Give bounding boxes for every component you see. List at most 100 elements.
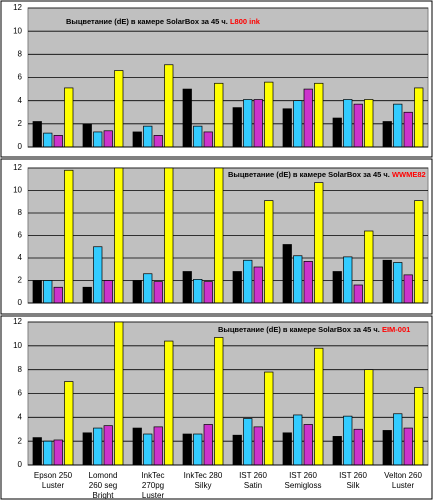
bar <box>353 428 363 466</box>
bar <box>264 200 274 304</box>
bar <box>403 427 413 466</box>
bar <box>232 107 242 148</box>
bar <box>282 108 292 148</box>
bar <box>153 426 163 466</box>
bar <box>103 280 113 304</box>
bar <box>232 434 242 466</box>
bar <box>182 88 192 148</box>
title-suffix: L800 ink <box>230 17 261 26</box>
y-tick-label: 10 <box>13 186 22 195</box>
bar <box>153 281 163 304</box>
y-tick-label: 2 <box>18 276 23 285</box>
bar <box>214 337 224 466</box>
bar <box>114 321 124 466</box>
bar <box>214 82 224 148</box>
bar <box>343 99 353 148</box>
y-tick-label: 12 <box>13 317 22 326</box>
bar <box>182 433 192 466</box>
bar <box>314 347 324 466</box>
bar <box>264 371 274 466</box>
bar <box>114 70 124 148</box>
bar <box>282 244 292 304</box>
bar <box>253 99 263 148</box>
y-tick-label: 6 <box>18 389 23 398</box>
y-tick-label: 6 <box>18 231 23 240</box>
x-tick-label: Velton 260 Luster <box>384 471 422 490</box>
bar <box>143 273 153 304</box>
bar <box>43 280 53 304</box>
bar <box>193 125 203 148</box>
bar <box>164 167 174 304</box>
y-tick-label: 0 <box>18 142 23 151</box>
bar <box>103 130 113 148</box>
bar <box>64 87 74 148</box>
bar <box>332 271 342 304</box>
title-text: Выцветание (dE) в камере SolarBox за 45 … <box>228 170 390 179</box>
x-tick-label: IST 260 Satin <box>239 471 267 490</box>
bar <box>332 117 342 148</box>
bar <box>314 182 324 304</box>
bar <box>414 200 424 304</box>
bar <box>403 274 413 304</box>
y-tick-label: 8 <box>18 365 23 374</box>
bar <box>143 125 153 148</box>
bar <box>243 259 253 304</box>
bar <box>414 87 424 148</box>
x-tick-label: IST 260 Semigloss <box>284 471 322 490</box>
bar <box>132 280 142 304</box>
bar <box>182 271 192 304</box>
bar <box>82 286 92 304</box>
bar <box>382 259 392 304</box>
bar <box>403 111 413 148</box>
y-tick-label: 10 <box>13 341 22 350</box>
bar <box>232 271 242 304</box>
bar <box>282 432 292 466</box>
bar <box>343 415 353 466</box>
bar <box>93 427 103 466</box>
bar <box>393 413 403 466</box>
y-tick-label: 0 <box>18 298 23 307</box>
bar <box>82 432 92 466</box>
bar <box>193 433 203 466</box>
bar <box>53 135 63 148</box>
bar <box>93 131 103 148</box>
bar <box>164 64 174 148</box>
y-tick-label: 8 <box>18 208 23 217</box>
x-tick-label: Lomond 260 seg Bright <box>88 471 118 500</box>
bar <box>64 169 74 304</box>
bar <box>153 135 163 148</box>
bar <box>293 255 303 304</box>
bar <box>143 433 153 466</box>
bar <box>203 424 213 466</box>
y-tick-label: 8 <box>18 49 23 58</box>
bar <box>164 340 174 466</box>
chart-title: Выцветание (dE) в камере SolarBox за 45 … <box>218 325 410 334</box>
x-tick-label: Epson 250 Luster <box>33 471 73 490</box>
bar <box>364 369 374 466</box>
bar <box>243 418 253 466</box>
bar <box>414 387 424 466</box>
bar <box>293 100 303 148</box>
bar <box>193 279 203 304</box>
title-suffix: WWME82 <box>392 170 426 179</box>
bar <box>114 167 124 304</box>
y-tick-label: 12 <box>13 3 22 12</box>
bar <box>64 381 74 466</box>
y-tick-label: 4 <box>18 412 23 421</box>
bar <box>343 256 353 304</box>
y-tick-label: 2 <box>18 119 23 128</box>
bar <box>314 82 324 148</box>
bar <box>364 230 374 304</box>
y-tick-label: 4 <box>18 96 23 105</box>
bar <box>303 261 313 304</box>
bar <box>132 427 142 466</box>
bar <box>203 281 213 304</box>
bar <box>214 167 224 304</box>
chart-title: Выцветание (dE) в камере SolarBox за 45 … <box>66 17 261 26</box>
y-tick-label: 10 <box>13 26 22 35</box>
y-tick-label: 0 <box>18 460 23 469</box>
bar <box>364 99 374 148</box>
bar <box>43 132 53 148</box>
